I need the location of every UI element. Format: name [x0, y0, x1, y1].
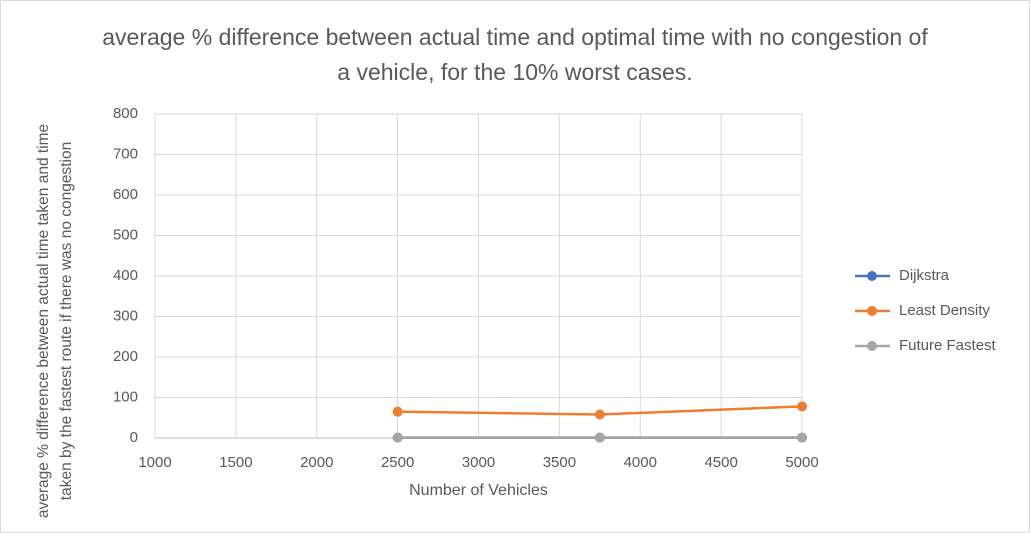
y-tick-label: 600	[113, 186, 138, 203]
series-marker	[392, 406, 403, 417]
legend-label: Dijkstra	[899, 267, 950, 284]
y-tick-label: 0	[130, 429, 138, 446]
x-tick-label: 4500	[704, 454, 737, 471]
x-axis-label: Number of Vehicles	[409, 482, 548, 499]
legend-label: Least Density	[899, 302, 990, 319]
x-tick-label: 1000	[138, 454, 171, 471]
x-tick-label: 2500	[381, 454, 414, 471]
series-marker	[392, 432, 403, 443]
series-marker	[797, 432, 807, 443]
series-marker	[594, 409, 605, 420]
y-tick-label: 500	[113, 226, 138, 243]
legend-marker	[867, 341, 877, 351]
y-tick-label: 200	[113, 348, 138, 365]
x-tick-label: 5000	[785, 454, 818, 471]
x-tick-label: 1500	[219, 454, 252, 471]
y-tick-label: 100	[113, 388, 138, 405]
series-marker	[594, 432, 605, 443]
legend-label: Future Fastest	[899, 337, 997, 354]
legend-marker	[867, 271, 877, 281]
y-tick-label: 800	[113, 105, 138, 122]
series-marker	[797, 401, 807, 412]
chart-title: average % difference between actual time…	[102, 24, 928, 85]
y-tick-label: 400	[113, 267, 138, 284]
x-tick-label: 3000	[462, 454, 495, 471]
x-tick-label: 4000	[624, 454, 657, 471]
y-axis-label: average % difference between actual time…	[35, 123, 75, 519]
x-tick-label: 3500	[543, 454, 576, 471]
y-tick-label: 700	[113, 145, 138, 162]
x-tick-label: 2000	[300, 454, 333, 471]
legend-marker	[867, 306, 877, 316]
y-tick-label: 300	[113, 307, 138, 324]
